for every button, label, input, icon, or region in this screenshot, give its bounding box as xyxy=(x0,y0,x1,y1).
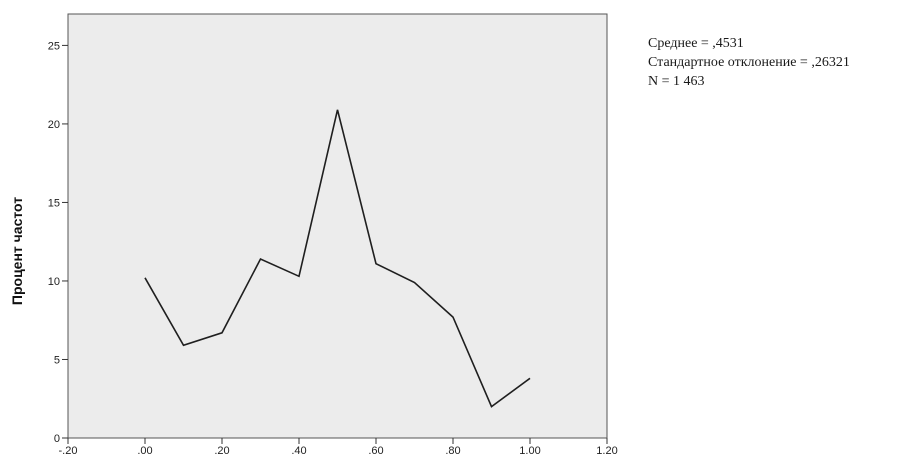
x-tick-label: 1.00 xyxy=(519,445,540,455)
y-axis-title: Процент частот xyxy=(9,197,25,305)
series-line-0 xyxy=(144,109,531,408)
x-tick-label: .00 xyxy=(137,445,152,455)
n-stat: N = 1 463 xyxy=(648,74,705,89)
x-tick-label: .60 xyxy=(368,445,383,455)
y-tick-label: 20 xyxy=(48,119,60,131)
x-tick-label: .80 xyxy=(445,445,460,455)
y-tick-label: 25 xyxy=(48,40,60,52)
y-tick-label: 5 xyxy=(54,354,60,366)
std-stat: Стандартное отклонение = ,26321 xyxy=(648,55,850,70)
x-tick-label: 1.20 xyxy=(596,445,617,455)
x-tick-label: .20 xyxy=(214,445,229,455)
y-tick-label: 10 xyxy=(48,276,60,288)
y-tick-label: 15 xyxy=(48,197,60,209)
y-axis: 0 5 10 15 20 25 xyxy=(48,40,68,445)
x-axis: -.20 .00 .20 .40 .60 .80 1.00 1.20 xyxy=(59,438,618,455)
plot-area xyxy=(67,13,608,439)
mean-stat: Среднее = ,4531 xyxy=(648,36,744,51)
y-tick-label: 0 xyxy=(54,433,60,445)
x-tick-label: -.20 xyxy=(59,445,78,455)
x-tick-label: .40 xyxy=(291,445,306,455)
statistics-panel: Среднее = ,4531 Стандартное отклонение =… xyxy=(648,34,850,91)
